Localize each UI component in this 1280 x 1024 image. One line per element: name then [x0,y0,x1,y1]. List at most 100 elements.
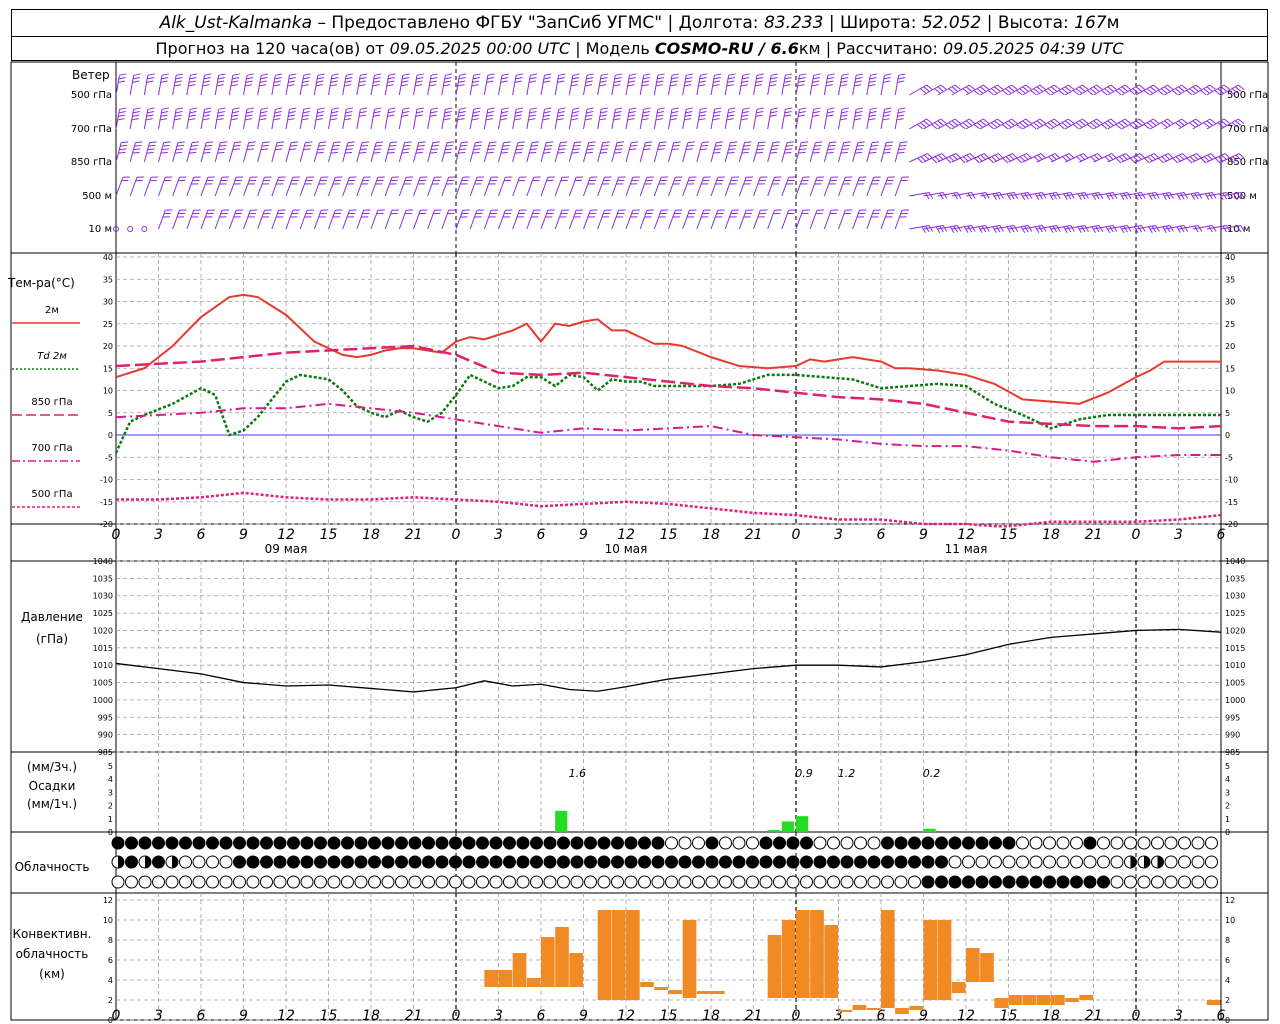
cloud-symbol [786,855,800,869]
cloud-symbol [179,855,192,869]
cloud-symbol [827,836,840,850]
wind-feather [1026,153,1033,159]
wind-feather [726,118,734,121]
wind-barb [611,210,620,230]
wind-feather [246,110,254,114]
wind-barb [554,75,560,96]
wind-feather [1013,192,1019,199]
wind-feather [1025,84,1032,90]
wind-feather [938,154,944,161]
temp-series-line [115,344,1222,430]
wind-feather [234,141,242,144]
wind-barb [568,177,577,197]
wind-barb [356,177,365,197]
conv-bar [569,953,583,987]
wind-barb [583,75,588,96]
hour-label: 18 [1042,527,1060,543]
cloud-symbol [827,855,840,869]
wind-feather [729,144,737,147]
conv-bar [555,927,569,987]
wind-barb [469,142,476,163]
wind-feather [812,110,820,114]
wind-barb [214,177,223,197]
wind-barb [823,210,832,230]
wind-feather [755,84,763,87]
wind-feather [977,156,984,162]
wind-feather [388,148,396,151]
wind-feather [657,76,665,80]
wind-feather [288,110,296,114]
cloud-symbol [489,875,503,889]
wind-feather [1053,84,1060,90]
wind-feather [1044,90,1051,96]
wind-barb [597,210,605,230]
conv-bar [1022,995,1037,1005]
forecast-from: 09.05.2025 00:00 UTC [389,39,571,58]
wind-feather [261,144,269,147]
wind-feather [1178,154,1185,161]
hour-label-bottom: 15 [660,1008,678,1024]
wind-barb [271,177,280,197]
wind-barb [965,84,984,96]
temp-tick-left: -5 [105,453,113,462]
wind-feather [1208,225,1213,233]
wind-feather [585,118,593,121]
cloud-symbol [746,836,759,850]
wind-feather [886,141,894,144]
wind-feather [730,141,738,144]
wind-barb [398,177,407,197]
wind-feather [516,73,524,76]
conv-bar [866,1008,881,1010]
wind-feather [854,84,862,87]
wind-feather [275,107,283,110]
cloud-symbol [989,875,1002,889]
wind-feather [1054,153,1061,159]
wind-feather [1091,226,1096,234]
wind-feather [756,76,764,80]
wind-feather [330,114,338,117]
wind-barb [243,142,250,163]
cloud-symbol [813,836,827,850]
wind-barb [398,210,407,230]
wind-feather [274,76,282,80]
pres-tick-left: 1005 [93,679,113,688]
wind-feather [217,76,225,80]
wind-barb [781,177,790,197]
wind-feather [771,73,779,76]
wind-feather [1118,88,1125,94]
wind-feather [898,73,906,76]
wind-barb [398,109,404,130]
wind-feather [586,76,594,80]
cloud-symbol [462,855,476,869]
wind-feather [1204,193,1210,201]
wind-feather [925,225,930,233]
wind-barb [540,142,547,163]
wind-barb [696,109,701,130]
wind-feather [811,84,819,87]
wind-feather [586,73,594,76]
pres-tick-right: 1020 [1225,626,1245,635]
wind-feather [967,192,973,200]
wind-feather [203,76,211,80]
wind-feather [1079,86,1086,92]
wind-feather [1107,86,1114,92]
wind-feather [557,114,565,117]
wind-feather [1220,120,1227,126]
wind-barb [356,75,361,96]
wind-feather [331,107,339,110]
wind-feather [230,84,238,87]
cloud-symbol [1124,836,1137,850]
wind-feather [1146,88,1153,94]
wind-feather [1058,90,1065,96]
wind-feather [1124,118,1131,124]
wind-feather [232,110,240,114]
wind-level-left: 700 гПа [71,124,112,135]
wind-barb [880,75,885,96]
wind-feather [854,151,863,154]
wind-barb [427,177,435,197]
latitude-value: 52.052 [921,13,982,33]
wind-feather [1016,157,1023,164]
wind-feather [487,148,495,151]
wind-barb [214,109,220,130]
wind-feather [616,141,625,144]
